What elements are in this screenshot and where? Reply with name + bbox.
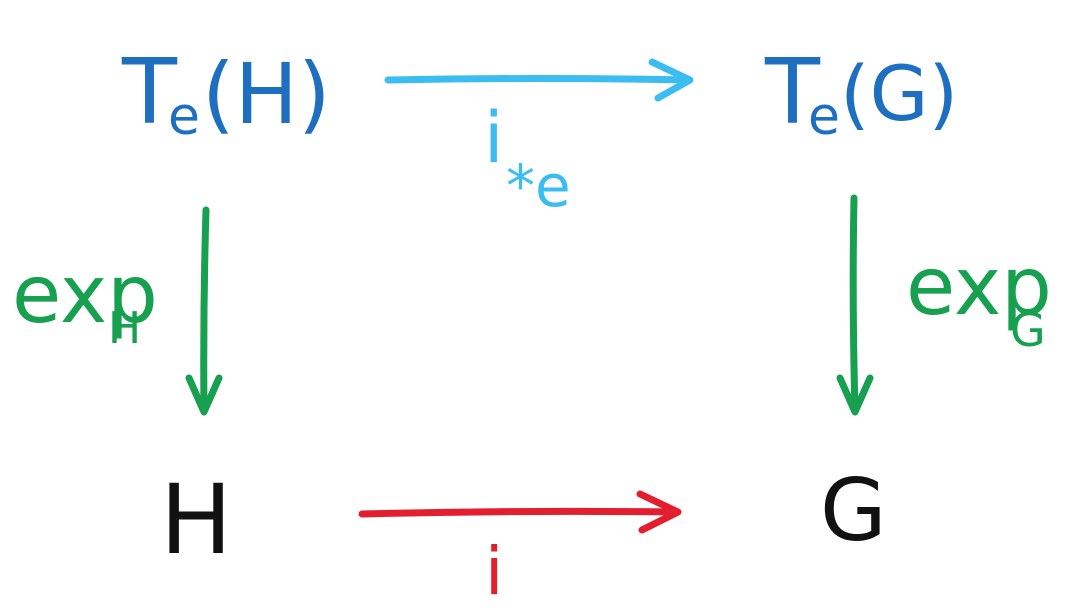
node-tangent-space-g: T e (G) (764, 40, 958, 147)
label-exp-g: exp G (906, 240, 1052, 357)
arrow-inclusion (358, 490, 682, 534)
label-pushforward: i *e (484, 97, 571, 220)
arrow-inclusion-head (636, 490, 682, 534)
node-tangent-space-g-argument: (G) (840, 49, 958, 138)
node-group-g: G (820, 461, 887, 561)
label-exp-h-subscript: H (108, 303, 141, 354)
node-tangent-space-g-main: T (764, 40, 821, 145)
node-tangent-space-h-main: T (121, 40, 178, 145)
node-tangent-space-h-argument: (H) (202, 45, 331, 143)
node-tangent-space-h-subscript: e (168, 87, 200, 147)
node-group-h: H (160, 464, 232, 576)
arrow-pushforward-shaft (384, 75, 692, 84)
label-pushforward-main: i (484, 97, 503, 179)
arrow-exp-h-shaft (200, 206, 210, 414)
arrow-pushforward-head (648, 58, 694, 102)
arrow-pushforward (384, 58, 694, 102)
label-pushforward-subscript: *e (506, 152, 571, 220)
arrow-exp-h-head (185, 374, 223, 416)
node-tangent-space-h: T e (H) (121, 40, 331, 147)
label-exp-g-subscript: G (1010, 303, 1046, 357)
arrow-exp-g-head (836, 374, 874, 416)
label-inclusion: i (485, 533, 503, 610)
arrow-exp-g-shaft (849, 194, 859, 414)
arrow-exp-h (185, 206, 223, 416)
arrow-inclusion-shaft (358, 507, 680, 518)
label-exp-h: exp H (12, 248, 158, 354)
label-exp-h-main: exp (12, 248, 158, 341)
arrow-exp-g (836, 194, 874, 416)
node-tangent-space-g-subscript: e (808, 87, 840, 147)
label-exp-g-main: exp (906, 240, 1052, 333)
